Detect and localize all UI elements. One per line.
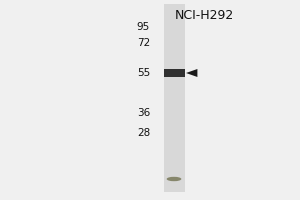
Bar [164, 69, 184, 77]
Text: 55: 55 [137, 68, 150, 78]
Text: 28: 28 [137, 128, 150, 138]
Text: 95: 95 [137, 22, 150, 32]
Text: 72: 72 [137, 38, 150, 48]
Text: NCI-H292: NCI-H292 [174, 9, 234, 22]
Text: 36: 36 [137, 108, 150, 118]
Polygon shape [186, 69, 197, 77]
Bar [164, 4, 184, 192]
Ellipse shape [167, 177, 182, 181]
